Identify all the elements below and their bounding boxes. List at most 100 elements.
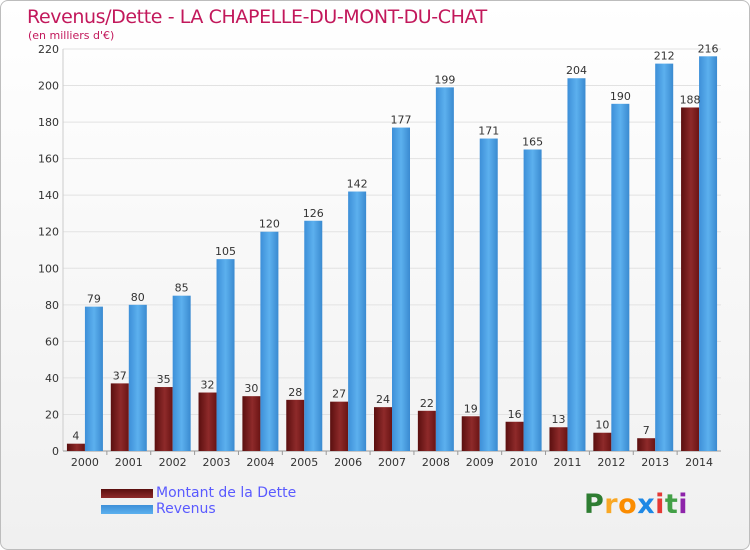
chart-subtitle: (en milliers d'€)	[28, 29, 115, 42]
bar-revenus	[260, 231, 279, 451]
y-tick-label: 140	[38, 189, 59, 202]
x-tick-label: 2010	[510, 456, 538, 469]
data-label-revenus: 120	[259, 218, 280, 231]
x-tick-label: 2009	[466, 456, 494, 469]
legend-label-revenus: Revenus	[156, 501, 216, 517]
logo-letter: t	[664, 489, 679, 520]
data-label-revenus: 212	[654, 50, 675, 63]
x-tick-label: 2011	[553, 456, 581, 469]
bar-dette	[637, 438, 656, 451]
bar-revenus	[435, 87, 454, 451]
data-label-revenus: 79	[87, 293, 101, 306]
bars	[66, 56, 718, 452]
bar-revenus	[128, 304, 147, 451]
logo-letter: r	[604, 489, 619, 520]
y-tick-label: 180	[38, 116, 59, 129]
data-label-revenus: 190	[610, 90, 631, 103]
data-label-dette: 30	[244, 382, 258, 395]
data-label-dette: 188	[680, 93, 701, 106]
data-label-dette: 4	[72, 430, 79, 443]
y-tick-label: 120	[38, 226, 59, 239]
logo-letter: o	[618, 489, 638, 520]
bar-dette	[286, 399, 305, 451]
x-tick-label: 2005	[290, 456, 318, 469]
bar-revenus	[84, 306, 103, 451]
bar-revenus	[523, 149, 542, 451]
data-label-dette: 16	[508, 408, 522, 421]
data-label-revenus: 216	[698, 42, 719, 55]
x-tick-label: 2002	[159, 456, 187, 469]
data-label-revenus: 204	[566, 64, 587, 77]
legend-label-dette: Montant de la Dette	[156, 485, 297, 501]
bar-dette	[461, 416, 480, 451]
bar-revenus	[479, 138, 498, 451]
data-label-dette: 27	[332, 388, 346, 401]
data-label-revenus: 85	[175, 282, 189, 295]
data-label-revenus: 165	[522, 136, 543, 149]
data-label-dette: 35	[157, 373, 171, 386]
proxiti-logo: Proxiti	[584, 489, 688, 520]
bar-revenus	[304, 220, 323, 451]
bar-revenus	[172, 295, 191, 451]
data-label-revenus: 171	[478, 125, 499, 138]
x-tick-label: 2001	[115, 456, 143, 469]
data-label-dette: 19	[464, 402, 478, 415]
data-label-dette: 28	[288, 386, 302, 399]
data-label-revenus: 105	[215, 245, 236, 258]
chart-title: Revenus/Dette - LA CHAPELLE-DU-MONT-DU-C…	[27, 6, 487, 28]
logo-letter: i	[678, 489, 689, 520]
bar-dette	[505, 421, 524, 451]
legend-swatch-dette	[101, 489, 153, 498]
x-tick-label: 2003	[203, 456, 231, 469]
data-label-dette: 37	[113, 369, 127, 382]
y-tick-label: 40	[45, 372, 59, 385]
legend-swatch-revenus	[101, 505, 153, 514]
x-tick-label: 2013	[641, 456, 669, 469]
bar-dette	[549, 427, 568, 451]
data-label-dette: 13	[551, 413, 565, 426]
x-tick-label: 2006	[334, 456, 362, 469]
y-tick-label: 100	[38, 262, 59, 275]
bar-dette	[374, 407, 392, 451]
bar-dette	[154, 387, 173, 451]
bar-dette	[66, 443, 85, 451]
bar-revenus	[392, 127, 410, 451]
y-tick-label: 160	[38, 153, 59, 166]
data-label-revenus: 177	[391, 114, 412, 127]
data-label-dette: 32	[201, 379, 215, 392]
data-label-dette: 22	[420, 397, 434, 410]
y-tick-label: 80	[45, 299, 59, 312]
bar-revenus	[567, 78, 586, 452]
bar-revenus	[699, 56, 718, 452]
data-label-dette: 24	[376, 393, 390, 406]
logo-letter: P	[584, 489, 605, 520]
x-tick-label: 2004	[246, 456, 274, 469]
bar-dette	[417, 410, 436, 451]
y-tick-label: 60	[45, 335, 59, 348]
data-label-dette: 10	[595, 419, 609, 432]
y-tick-label: 20	[45, 408, 59, 421]
bar-dette	[593, 432, 612, 451]
x-tick-label: 2000	[71, 456, 99, 469]
data-label-revenus: 80	[131, 291, 145, 304]
x-tick-label: 2012	[597, 456, 625, 469]
y-tick-labels: 0 20 40 60 80 100 120 140 160 180 200 220	[38, 43, 59, 458]
logo-letter: i	[655, 489, 665, 520]
x-tick-label: 2014	[685, 456, 713, 469]
bar-dette	[110, 383, 129, 451]
bar-dette	[330, 401, 349, 451]
data-label-revenus: 142	[347, 178, 368, 191]
data-labels: 4 79 37 80 35 85 32 105 30 120 28 126 27 142 24 177 22 19…	[72, 42, 718, 442]
bar-revenus	[216, 259, 235, 451]
y-tick-label: 200	[38, 80, 59, 93]
x-tick-label: 2007	[378, 456, 406, 469]
bar-revenus	[655, 63, 674, 451]
bar-dette	[681, 107, 700, 452]
y-tick-label: 0	[52, 445, 59, 458]
x-tick-labels: 2000 2001 2002 2003 2004 2005 2006 2007 2008 2009…	[71, 456, 713, 469]
x-tick-label: 2008	[422, 456, 450, 469]
bar-revenus	[348, 191, 367, 451]
data-label-dette: 7	[643, 424, 650, 437]
